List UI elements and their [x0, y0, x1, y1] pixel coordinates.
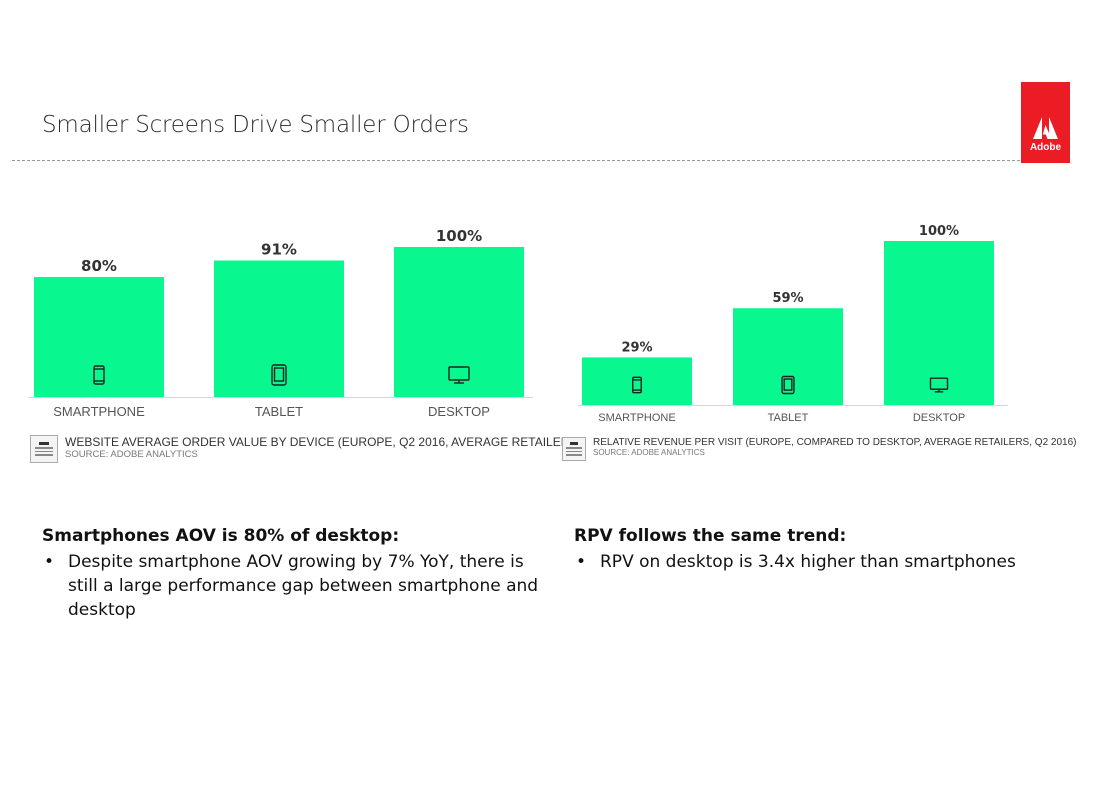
- aov-notes: Smartphones AOV is 80% of desktop: Despi…: [42, 526, 542, 622]
- tablet-icon: [781, 375, 795, 395]
- rpv-chart-source: SOURCE: ADOBE ANALYTICS: [593, 448, 705, 457]
- category-label: DESKTOP: [913, 412, 965, 424]
- rpv-chart-caption: RELATIVE REVENUE PER VISIT (EUROPE, COMP…: [562, 437, 1076, 461]
- aov-chart-svg: 80% SMARTPHONE 91% TABLET 100% DESKTOP: [28, 227, 533, 419]
- smartphone-icon: [632, 376, 642, 394]
- category-label: SMARTPHONE: [53, 404, 145, 419]
- category-label: TABLET: [768, 412, 809, 424]
- bar-smartphone: [34, 277, 164, 397]
- slide-title: Smaller Screens Drive Smaller Orders: [42, 112, 469, 138]
- adobe-digital-insights-badge: [562, 437, 586, 461]
- aov-chart: 80% SMARTPHONE 91% TABLET 100% DESKTOP: [28, 215, 533, 430]
- adobe-logo: Adobe: [1021, 82, 1070, 163]
- bar-desktop: [884, 241, 994, 405]
- rpv-chart: 29% SMARTPHONE 59% TABLET 100% DESKTOP: [578, 220, 1008, 430]
- adobe-logo-icon: [1033, 117, 1058, 139]
- aov-chart-source: SOURCE: ADOBE ANALYTICS: [65, 449, 198, 460]
- list-item: Despite smartphone AOV growing by 7% YoY…: [44, 550, 542, 622]
- aov-notes-list: Despite smartphone AOV growing by 7% YoY…: [42, 550, 542, 622]
- adobe-logo-text: Adobe: [1029, 142, 1062, 153]
- category-label: DESKTOP: [428, 404, 490, 419]
- adobe-digital-insights-badge: [30, 435, 58, 463]
- rpv-chart-svg: 29% SMARTPHONE 59% TABLET 100% DESKTOP: [578, 224, 1008, 424]
- aov-chart-caption-text: WEBSITE AVERAGE ORDER VALUE BY DEVICE (E…: [65, 435, 582, 449]
- tablet-icon: [271, 364, 287, 386]
- list-item: RPV on desktop is 3.4x higher than smart…: [576, 550, 1054, 574]
- bar-desktop: [394, 247, 524, 397]
- value-label: 29%: [621, 340, 652, 355]
- category-label: TABLET: [255, 404, 303, 419]
- desktop-icon: [929, 377, 949, 393]
- bar-tablet: [214, 260, 344, 397]
- value-label: 91%: [261, 241, 297, 259]
- aov-chart-caption: WEBSITE AVERAGE ORDER VALUE BY DEVICE (E…: [30, 435, 581, 463]
- category-label: SMARTPHONE: [598, 412, 675, 424]
- value-label: 80%: [81, 257, 117, 275]
- smartphone-icon: [93, 365, 105, 385]
- bar-tablet: [733, 308, 843, 405]
- bar-smartphone: [582, 357, 692, 405]
- value-label: 100%: [919, 224, 959, 239]
- value-label: 59%: [772, 291, 803, 306]
- rpv-chart-caption-text: RELATIVE REVENUE PER VISIT (EUROPE, COMP…: [593, 437, 1077, 448]
- aov-notes-heading: Smartphones AOV is 80% of desktop:: [42, 526, 400, 546]
- rpv-notes-list: RPV on desktop is 3.4x higher than smart…: [574, 550, 1054, 574]
- rpv-notes-heading: RPV follows the same trend:: [574, 526, 847, 546]
- desktop-icon: [448, 366, 470, 384]
- value-label: 100%: [436, 227, 482, 245]
- title-divider: [12, 160, 1020, 161]
- rpv-notes: RPV follows the same trend: RPV on deskt…: [574, 526, 1054, 574]
